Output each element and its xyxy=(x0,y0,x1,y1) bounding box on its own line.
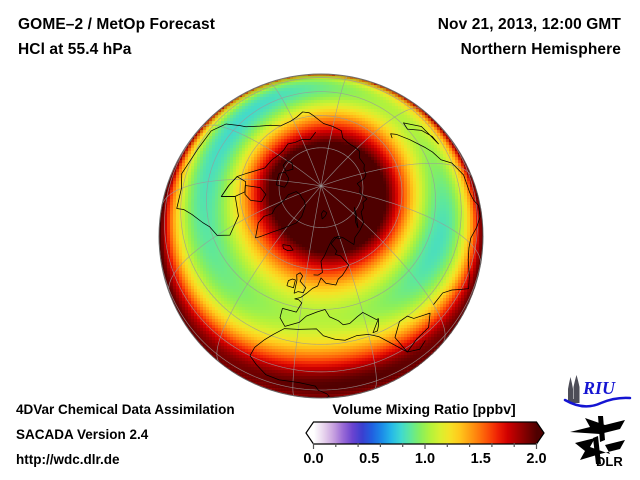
header-date: Nov 21, 2013, 12:00 GMT xyxy=(437,16,621,33)
globe-canvas xyxy=(155,70,487,402)
colorbar-tick-label: 0.0 xyxy=(303,451,324,467)
riu-spire-icon xyxy=(568,375,580,403)
colorbar-tick-label: 1.5 xyxy=(470,451,491,467)
colorbar-tick-labels: 0.0 0.5 1.0 1.5 2.0 xyxy=(285,451,565,471)
colorbar-canvas xyxy=(305,421,545,445)
footer-line-1: 4DVar Chemical Data Assimilation xyxy=(16,402,235,417)
header-title: GOME–2 / MetOp Forecast xyxy=(18,16,215,33)
header-hemisphere: Northern Hemisphere xyxy=(460,41,621,58)
riu-logo: RIU xyxy=(563,375,632,408)
footer-line-2: SACADA Version 2.4 xyxy=(16,427,149,442)
colorbar-tick-label: 1.0 xyxy=(414,451,436,467)
riu-wordmark: RIU xyxy=(582,378,616,398)
colorbar-ticks xyxy=(312,443,538,449)
dlr-emblem-icon xyxy=(570,416,625,464)
colorbar xyxy=(305,421,545,445)
footer-url: http://wdc.dlr.de xyxy=(16,452,120,467)
header-level: HCl at 55.4 hPa xyxy=(18,41,132,58)
globe-map xyxy=(155,70,487,402)
colorbar-title: Volume Mixing Ratio [ppbv] xyxy=(332,401,516,417)
colorbar-tick-label: 2.0 xyxy=(526,451,547,467)
dlr-logo: DLR xyxy=(570,416,625,468)
riu-swoosh xyxy=(563,396,632,408)
dlr-wordmark: DLR xyxy=(596,454,623,468)
colorbar-tick-label: 0.5 xyxy=(359,451,380,467)
